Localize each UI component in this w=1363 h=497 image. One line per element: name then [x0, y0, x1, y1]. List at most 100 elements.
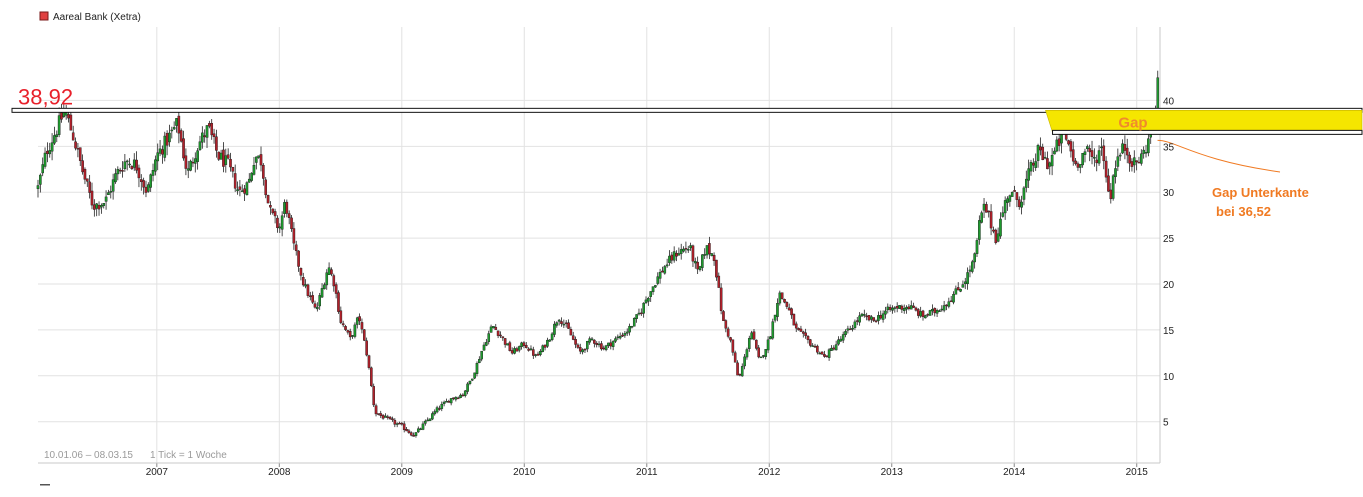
date-range-label: 10.01.06 – 08.03.15 — [44, 450, 133, 461]
candle-body — [445, 400, 448, 403]
candle-body — [757, 347, 760, 358]
candle-body — [508, 342, 512, 351]
candle-body — [135, 159, 138, 171]
y-tick-label: 35 — [1163, 142, 1175, 153]
candle-body — [332, 275, 336, 287]
candle-body — [421, 423, 425, 430]
candle-body — [168, 132, 171, 143]
candle-body — [738, 373, 742, 376]
bottom-marker — [40, 484, 50, 486]
candle-body — [966, 272, 969, 284]
candle-body — [78, 147, 82, 161]
candle-body — [41, 164, 44, 174]
candle-body — [987, 210, 991, 213]
candle-body — [463, 390, 467, 396]
candle-body — [1076, 163, 1080, 168]
gap-label: Gap — [1118, 114, 1147, 131]
candle-body — [640, 312, 643, 315]
candle-body — [409, 432, 413, 436]
candle-body — [938, 310, 941, 312]
candle-body — [320, 288, 324, 298]
candle-body — [459, 394, 462, 398]
candle-body — [57, 115, 61, 135]
candle-body — [567, 322, 570, 329]
candle-body — [860, 313, 864, 317]
candle-body — [982, 203, 986, 211]
candle-body — [130, 166, 134, 169]
candle-body — [53, 135, 56, 144]
candle-body — [198, 141, 202, 150]
candle-body — [827, 349, 831, 358]
candle-body — [555, 322, 559, 326]
candle-body — [952, 293, 955, 303]
candle-body — [431, 413, 434, 420]
candle-body — [377, 413, 380, 415]
candle-body — [820, 351, 824, 355]
candle-body — [384, 415, 387, 418]
candle-body — [759, 356, 763, 359]
candle-body — [118, 169, 122, 172]
candle-body — [111, 179, 115, 192]
candle-body — [600, 343, 603, 350]
candle-body — [466, 383, 469, 392]
candle-body — [621, 334, 624, 337]
candle-body — [1144, 152, 1148, 154]
candle-body — [611, 341, 615, 347]
candle-body — [996, 233, 1000, 242]
candle-body — [1128, 154, 1131, 164]
candle-body — [334, 284, 338, 294]
candle-body — [1132, 157, 1136, 166]
candle-body — [989, 211, 993, 229]
candle-body — [517, 346, 521, 351]
candle-body — [809, 339, 812, 346]
candle-body — [1081, 153, 1084, 166]
candle-body — [719, 287, 723, 311]
candle-body — [999, 218, 1002, 237]
candle-body — [562, 323, 566, 326]
candle-body — [539, 350, 542, 355]
candle-body — [696, 261, 699, 270]
candle-body — [102, 202, 106, 206]
candle-body — [309, 295, 312, 298]
candle-body — [1095, 159, 1099, 164]
candle-body — [1086, 146, 1089, 149]
candle-body — [799, 328, 803, 332]
candle-body — [1109, 189, 1113, 200]
candle-body — [238, 186, 242, 190]
candle-body — [440, 403, 444, 409]
candle-body — [348, 331, 352, 338]
y-tick-label: 15 — [1163, 326, 1175, 337]
candle-body — [945, 304, 948, 307]
candle-body — [1041, 146, 1045, 161]
candle-body — [262, 165, 265, 179]
candle-body — [208, 123, 211, 127]
candle-body — [571, 335, 575, 340]
candle-body — [344, 326, 347, 330]
candle-body — [259, 154, 263, 166]
candle-body — [1123, 144, 1127, 151]
candle-body — [900, 305, 904, 310]
candle-body — [264, 179, 268, 196]
candle-body — [402, 423, 406, 430]
candle-body — [414, 432, 418, 436]
candle-body — [137, 167, 141, 179]
candle-body — [985, 204, 988, 213]
candle-body — [252, 165, 256, 175]
candle-body — [686, 249, 690, 251]
candle-body — [1036, 145, 1040, 161]
candle-body — [1039, 146, 1042, 151]
candle-body — [679, 249, 683, 254]
candle-body — [959, 288, 962, 292]
candle-body — [114, 173, 117, 183]
candle-body — [1055, 139, 1059, 152]
candle-body — [534, 354, 537, 356]
candle-body — [771, 321, 775, 339]
candle-body — [816, 345, 819, 353]
gap-note-line2: bei 36,52 — [1216, 204, 1271, 219]
candle-body — [1140, 153, 1143, 164]
candle-body — [924, 315, 927, 319]
candle-body — [301, 277, 305, 286]
tick-info-label: 1 Tick = 1 Woche — [150, 450, 227, 461]
candle-body — [1118, 154, 1122, 157]
